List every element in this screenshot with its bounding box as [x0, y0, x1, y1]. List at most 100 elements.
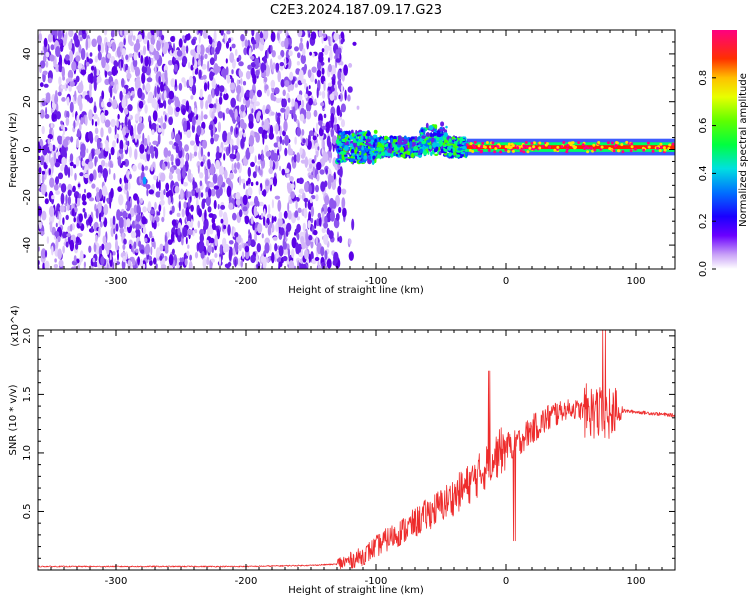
- spectrogram-noise-cell: [224, 34, 228, 44]
- spectrogram-noise-cell: [263, 208, 266, 217]
- spectrogram-noise-cell: [211, 217, 216, 224]
- spectrogram-noise-cell: [251, 39, 257, 45]
- colorbar-gradient: [712, 30, 737, 269]
- spectrogram-noise-cell: [75, 156, 80, 167]
- spectrogram-noise-cell: [210, 137, 215, 145]
- spectrogram-noise-cell: [339, 92, 343, 102]
- spectrogram-noise-cell: [236, 115, 241, 123]
- spectrogram-noise-cell: [190, 64, 194, 71]
- spectrogram-noise-cell: [323, 222, 329, 229]
- spectrogram-noise-cell: [193, 144, 198, 152]
- spectrogram-noise-cell: [123, 218, 127, 230]
- spectrogram-noise-cell: [169, 107, 174, 116]
- spectrogram-noise-cell: [160, 115, 163, 127]
- spectrogram-noise-cell: [215, 159, 221, 170]
- spectrogram-noise-cell: [211, 77, 216, 89]
- spectrogram-noise-cell: [308, 134, 311, 142]
- spectrogram-noise-cell: [324, 265, 328, 269]
- spectrogram-noise-cell: [269, 58, 273, 70]
- spectrogram-noise-cell: [260, 62, 265, 73]
- spectrogram-noise-cell: [188, 260, 193, 269]
- spectrogram-noise-cell: [134, 113, 139, 121]
- spectrogram-noise-cell: [321, 125, 327, 130]
- spectrogram-noise-cell: [110, 30, 115, 38]
- spectrogram-noise-cell: [86, 95, 91, 102]
- spectrogram-noise-cell: [128, 146, 132, 159]
- spectrogram-noise-cell: [248, 229, 251, 236]
- spectrogram-noise-cell: [256, 243, 261, 253]
- spectrogram-noise-cell: [277, 199, 282, 212]
- spectrogram-noise-cell: [188, 197, 191, 207]
- spectrogram-noise-cell: [138, 100, 144, 109]
- spectrogram-noise-cell: [53, 183, 59, 191]
- spectrogram-noise-cell: [316, 69, 322, 78]
- spectrogram-noise-cell: [132, 164, 137, 172]
- spectrogram-noise-cell: [280, 107, 286, 113]
- snr-x-label: Height of straight line (km): [288, 585, 424, 596]
- spectrogram-noise-cell: [248, 135, 255, 147]
- x-tick-label: 0: [503, 276, 509, 287]
- spectrogram-noise-cell: [62, 138, 69, 148]
- spectrogram-noise-cell: [64, 164, 69, 176]
- spectrogram-noise-cell: [281, 168, 286, 176]
- spectrogram-signal-cell: [477, 148, 481, 152]
- spectrogram-noise-cell: [192, 56, 195, 66]
- spectrogram-noise-cell: [263, 215, 266, 226]
- spectrogram-signal-cell: [365, 147, 369, 153]
- spectrogram-signal-cell: [656, 146, 659, 150]
- spectrogram-noise-cell: [318, 91, 322, 96]
- spectrogram-noise-cell: [335, 58, 341, 63]
- spectrogram-signal-cell: [472, 144, 475, 147]
- spectrogram-noise-cell: [325, 168, 328, 175]
- spectrogram-noise-cell: [275, 98, 281, 104]
- spectrogram-noise-cell: [296, 127, 302, 137]
- spectrogram-noise-cell: [47, 33, 53, 43]
- spectrogram-noise-cell: [327, 82, 333, 87]
- spectrogram-noise-cell: [337, 169, 343, 176]
- spectrogram-noise-cell: [174, 78, 177, 88]
- spectrogram-noise-cell: [294, 46, 299, 52]
- spectrogram-noise-cell: [229, 82, 235, 91]
- spectrogram-noise-cell: [284, 80, 290, 87]
- spectrogram-noise-cell: [127, 181, 131, 191]
- colorbar-tick-label: 0.6: [698, 118, 709, 134]
- colorbar-tick-label: 0.0: [698, 261, 709, 277]
- spectrogram-noise-cell: [275, 123, 279, 135]
- spectrogram-noise-cell: [230, 125, 234, 133]
- spectrogram-noise-cell: [165, 182, 170, 192]
- spectrogram-noise-cell: [185, 189, 188, 199]
- spectrogram-noise-cell: [226, 185, 232, 197]
- spectrogram-noise-cell: [220, 218, 224, 224]
- spectrogram-noise-cell: [236, 79, 239, 86]
- spectrogram-noise-cell: [149, 145, 155, 155]
- spectrogram-noise-cell: [236, 57, 240, 63]
- spectrogram-noise-cell: [164, 69, 168, 81]
- spectrogram-noise-cell: [121, 78, 125, 88]
- spectrogram-noise-cell: [116, 84, 119, 91]
- spectrogram-noise-cell: [321, 138, 324, 150]
- spectrogram-noise-cell: [93, 223, 98, 228]
- snr-y-multiplier: (x10^4): [10, 305, 21, 346]
- spectrogram-noise-cell: [250, 61, 256, 68]
- spectrogram-noise-cell: [91, 183, 96, 189]
- spectrogram-noise-cell: [123, 238, 127, 245]
- spectrogram-noise-cell: [257, 160, 261, 165]
- spectrogram-noise-cell: [186, 250, 190, 257]
- spectrogram-noise-cell: [125, 140, 128, 146]
- spectrogram-noise-cell: [71, 61, 77, 72]
- spectrogram-noise-cell: [125, 204, 128, 209]
- spectrogram-noise-cell: [115, 223, 119, 232]
- spectrogram-noise-cell: [216, 102, 221, 114]
- spectrogram-signal-cell: [421, 140, 426, 145]
- spectrogram-noise-cell: [74, 207, 78, 213]
- spectrogram-noise-cell: [149, 259, 153, 266]
- spectrogram-noise-cell: [40, 50, 43, 56]
- spectrogram-noise-cell: [144, 165, 149, 171]
- spectrogram-noise-cell: [238, 209, 243, 218]
- spectrogram-noise-cell: [169, 171, 173, 179]
- spectrogram-noise-cell: [81, 30, 86, 34]
- spectrogram-signal-cell: [337, 160, 341, 163]
- spectrogram-noise-cell: [265, 150, 271, 158]
- spectrogram-signal-cell: [569, 143, 573, 147]
- spectrogram-noise-cell: [251, 108, 254, 114]
